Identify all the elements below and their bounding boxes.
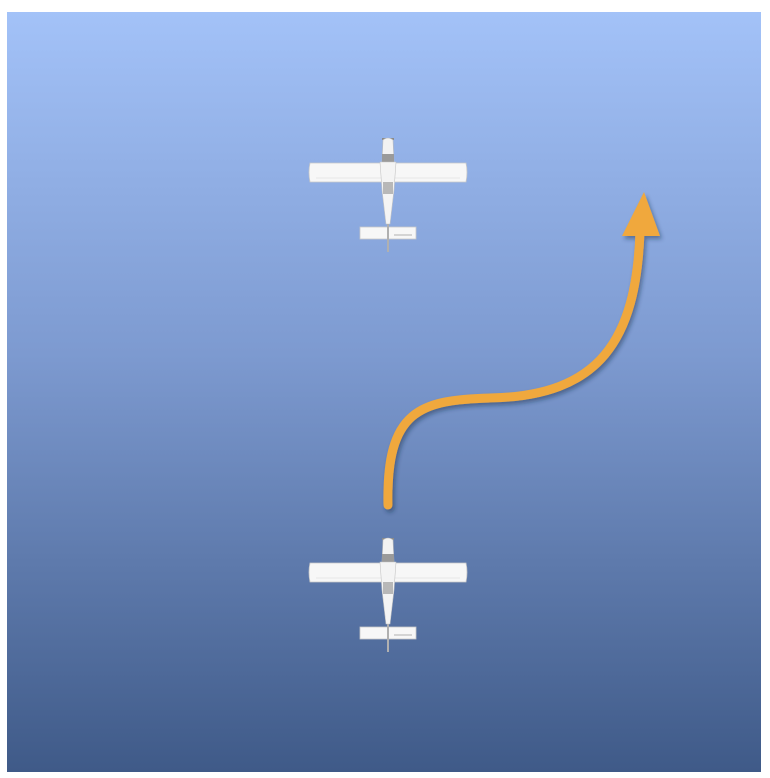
- sky-background: [7, 12, 761, 772]
- airplane-top-view-icon: [306, 134, 470, 254]
- airplane-top-view-icon: [306, 534, 470, 654]
